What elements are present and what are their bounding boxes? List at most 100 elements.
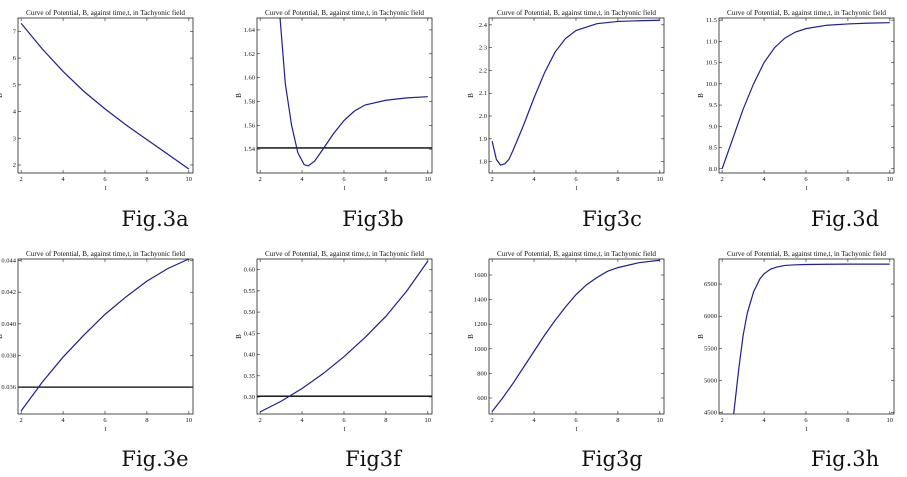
plot-frame (718, 17, 895, 174)
series-line (259, 260, 429, 413)
x-tick-label: 4 (532, 176, 536, 183)
figure-caption: Fig.3e (121, 447, 188, 471)
y-tick-label: 1.62 (244, 51, 255, 58)
x-tick-label: 6 (103, 417, 107, 424)
y-tick-label: 0.30 (244, 394, 255, 401)
x-axis-label: t (344, 184, 346, 192)
x-tick-label: 6 (103, 176, 107, 183)
chart-panel-3b: Curve of Potential, B, against time,t, i… (235, 9, 433, 231)
x-tick-label: 6 (804, 176, 808, 183)
y-axis-label: B (467, 93, 475, 98)
x-tick-label: 6 (342, 417, 346, 424)
x-tick-label: 4 (61, 176, 65, 183)
y-tick-label: 8.5 (709, 145, 717, 152)
y-tick-label: 1000 (474, 346, 487, 353)
figure-caption: Fig3f (345, 447, 403, 471)
y-tick-label: 8.0 (709, 166, 717, 173)
y-tick-label: 5000 (704, 378, 717, 385)
y-axis-label: B (235, 93, 243, 98)
x-tick-label: 10 (887, 417, 894, 424)
series-line (721, 22, 890, 169)
x-axis-label: t (344, 425, 346, 433)
y-tick-label: 7 (13, 28, 17, 35)
chart-panel-3h: Curve of Potential, B, against time,t, i… (697, 250, 895, 471)
x-tick-label: 8 (616, 417, 619, 424)
y-tick-label: 1.8 (479, 159, 487, 166)
x-tick-label: 4 (300, 176, 304, 183)
y-tick-label: 11.0 (706, 38, 717, 45)
x-tick-label: 2 (259, 176, 262, 183)
y-tick-label: 0.040 (1, 321, 16, 328)
chart-title: Curve of Potential, B, against time,t, i… (265, 250, 424, 258)
x-tick-label: 4 (61, 417, 65, 424)
chart-title: Curve of Potential, B, against time,t, i… (727, 9, 886, 17)
chart-panel-3e: Curve of Potential, B, against time,t, i… (0, 250, 194, 471)
y-tick-label: 1.56 (244, 122, 256, 129)
y-tick-label: 1.9 (479, 136, 487, 143)
y-tick-label: 1.60 (244, 75, 255, 82)
x-tick-label: 8 (616, 176, 619, 183)
y-tick-label: 0.60 (244, 267, 255, 274)
y-tick-label: 4 (13, 109, 17, 116)
y-tick-label: 1400 (474, 297, 487, 304)
y-tick-label: 0.55 (244, 288, 255, 295)
plot-frame (17, 17, 194, 174)
y-tick-label: 9.0 (709, 123, 717, 130)
figure-caption: Fig.3h (811, 447, 879, 471)
figure-caption: Fig3b (342, 207, 404, 231)
y-tick-label: 11.5 (706, 17, 717, 24)
x-tick-label: 6 (804, 417, 808, 424)
x-tick-label: 10 (425, 176, 432, 183)
y-tick-label: 0.45 (244, 330, 255, 337)
x-tick-label: 2 (491, 417, 494, 424)
plot-frame (256, 17, 433, 174)
x-tick-label: 6 (574, 417, 578, 424)
y-tick-label: 1.54 (244, 146, 256, 153)
series-line (20, 22, 190, 170)
y-tick-label: 2.0 (479, 113, 487, 120)
x-tick-label: 8 (145, 176, 148, 183)
chart-panel-3g: Curve of Potential, B, against time,t, i… (467, 250, 665, 471)
figure-caption: Fig.3d (811, 207, 879, 231)
series-line (20, 259, 190, 412)
y-tick-label: 9.5 (709, 102, 717, 109)
y-tick-label: 3 (13, 135, 16, 142)
x-tick-label: 2 (721, 417, 724, 424)
y-tick-label: 2 (13, 162, 16, 169)
chart-title: Curve of Potential, B, against time,t, i… (265, 9, 424, 17)
y-tick-label: 5500 (704, 345, 717, 352)
y-tick-label: 6000 (704, 313, 717, 320)
y-tick-label: 6 (13, 55, 17, 62)
chart-panel-3a: Curve of Potential, B, against time,t, i… (0, 9, 194, 231)
series-line (491, 259, 660, 412)
y-tick-label: 0.044 (1, 258, 16, 265)
x-tick-label: 10 (657, 417, 664, 424)
y-tick-label: 4500 (704, 410, 717, 417)
x-axis-label: t (576, 184, 578, 192)
chart-panel-3d: Curve of Potential, B, against time,t, i… (697, 9, 895, 231)
y-axis-label: B (0, 93, 4, 98)
x-tick-label: 4 (762, 417, 766, 424)
chart-title: Curve of Potential, B, against time,t, i… (26, 9, 185, 17)
x-tick-label: 4 (762, 176, 766, 183)
y-tick-label: 2.2 (479, 67, 487, 74)
y-tick-label: 6500 (704, 281, 717, 288)
x-tick-label: 10 (186, 176, 193, 183)
series-line (733, 263, 890, 414)
y-tick-label: 5 (13, 82, 16, 89)
plot-frame (488, 17, 665, 174)
plot-frame (718, 258, 895, 415)
y-tick-label: 2.3 (479, 45, 487, 52)
y-tick-label: 0.036 (1, 384, 16, 391)
y-tick-label: 10.0 (706, 81, 717, 88)
y-tick-label: 0.40 (244, 352, 255, 359)
x-tick-label: 6 (574, 176, 578, 183)
x-axis-label: t (105, 184, 107, 192)
y-tick-label: 0.042 (1, 289, 16, 296)
x-tick-label: 8 (846, 176, 849, 183)
y-tick-label: 600 (477, 395, 487, 402)
x-tick-label: 10 (425, 417, 432, 424)
x-tick-label: 8 (384, 176, 387, 183)
figure-caption: Fig.3a (121, 207, 188, 231)
y-axis-label: B (235, 334, 243, 339)
